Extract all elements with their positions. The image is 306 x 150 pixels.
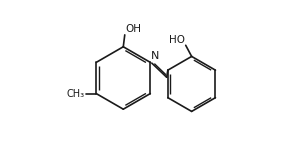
Text: OH: OH xyxy=(125,24,141,34)
Text: N: N xyxy=(151,51,159,61)
Text: CH₃: CH₃ xyxy=(67,89,85,99)
Text: HO: HO xyxy=(169,34,185,45)
